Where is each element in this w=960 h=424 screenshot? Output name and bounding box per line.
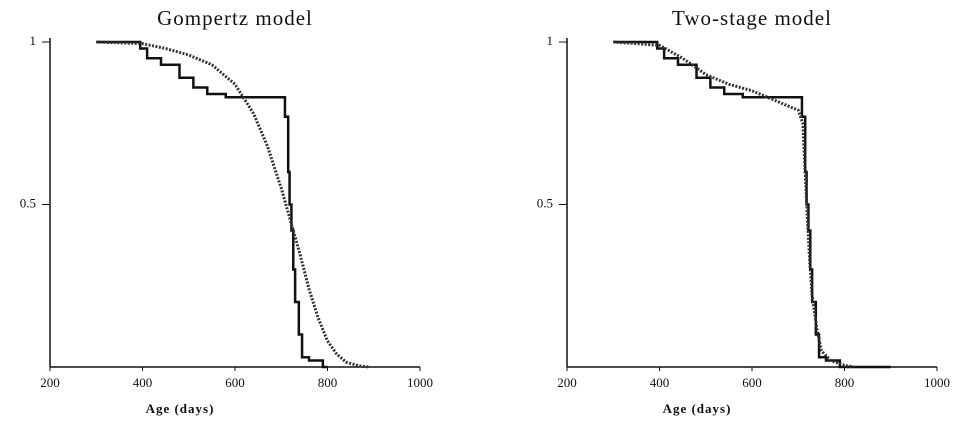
x-tick-label: 400 [650,375,670,390]
x-tick-label: 200 [557,375,577,390]
x-axis-label: Age (days) [663,401,732,416]
chart-title: Two-stage model [672,6,832,30]
x-tick-label: 1000 [924,375,950,390]
x-tick-label: 1000 [407,375,433,390]
model-curve [96,40,370,369]
model-curve [613,40,855,369]
y-tick-label: 0.5 [537,195,553,210]
x-tick-label: 800 [835,375,855,390]
x-tick-label: 200 [40,375,60,390]
x-tick-label: 400 [133,375,153,390]
x-tick-label: 600 [742,375,762,390]
chart-title: Gompertz model [157,6,313,30]
x-tick-label: 800 [318,375,338,390]
y-tick-label: 1 [30,33,37,48]
y-tick-label: 0.5 [20,195,36,210]
x-tick-label: 600 [225,375,245,390]
observed-curve [613,40,891,369]
x-axis-label: Age (days) [146,401,215,416]
observed-curve [96,40,328,369]
y-tick-label: 1 [547,33,554,48]
